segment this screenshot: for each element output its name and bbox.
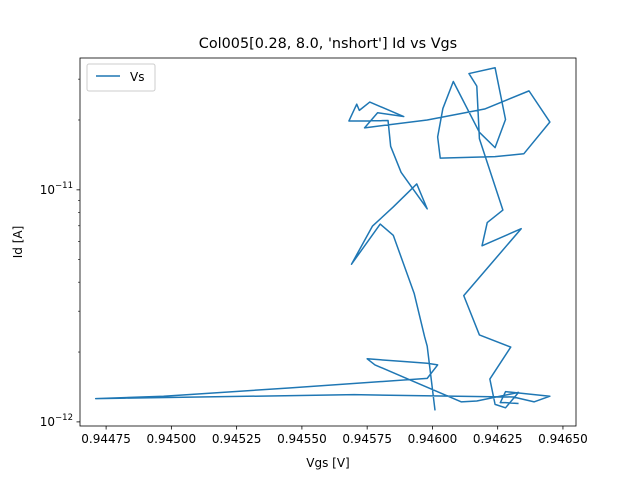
y-axis-label: Id [A] [11,226,25,259]
legend: Vs [86,63,156,92]
x-tick-label: 0.94600 [408,432,458,446]
x-tick-label: 0.94500 [147,432,197,446]
y-tick-exponent: −12 [55,413,73,423]
x-axis-label: Vgs [V] [306,456,349,470]
x-tick-label: 0.94650 [538,432,588,446]
y-tick-exponent: −11 [55,181,73,191]
y-tick-base: 10 [40,415,55,429]
series-line-vs [94,66,551,411]
legend-label-vs: Vs [130,70,144,84]
y-tick-label: 10−11 [40,181,73,197]
legend-frame [86,63,156,92]
x-tick-label: 0.94550 [277,432,327,446]
chart-title: Col005[0.28, 8.0, 'nshort'] Id vs Vgs [199,36,457,52]
plot-area: 0.94475 0.94500 0.94525 0.94550 0.94575 0.946… [40,57,588,446]
x-tick-label: 0.94575 [342,432,392,446]
x-tick-label: 0.94475 [81,432,131,446]
y-tick-base: 10 [40,183,55,197]
axes-frame [79,57,577,427]
y-tick-label: 10−12 [40,413,73,429]
x-tick-label: 0.94625 [473,432,523,446]
x-tick-label: 0.94525 [212,432,262,446]
